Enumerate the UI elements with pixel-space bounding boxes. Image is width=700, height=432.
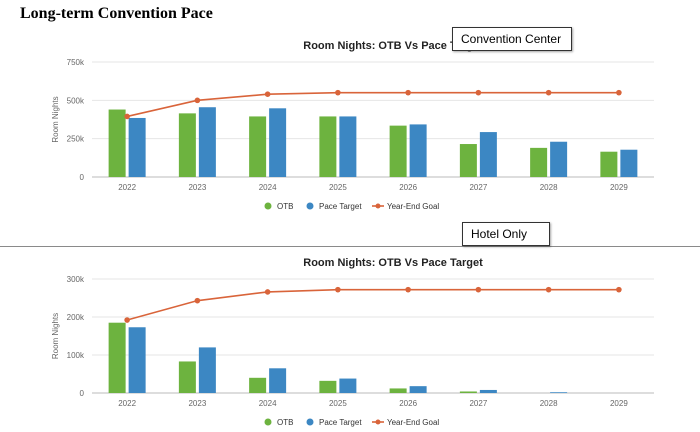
y-tick-label: 0 — [80, 389, 85, 398]
legend-label: OTB — [277, 202, 293, 211]
point-year-end-goal — [124, 317, 130, 323]
point-year-end-goal — [335, 286, 341, 293]
bar-otb — [459, 144, 477, 177]
legend-label: Pace Target — [319, 418, 362, 427]
chart-convention-center: Room Nights: OTB Vs Pace Target 0 250k 500k… — [51, 40, 654, 211]
point-year-end-goal — [124, 113, 130, 120]
legend-marker — [306, 418, 314, 426]
callout-hotel-only: Hotel Only — [462, 222, 550, 246]
point-year-end-goal — [264, 91, 271, 97]
bar-otb — [319, 380, 337, 393]
legend-label: OTB — [277, 418, 293, 427]
y-tick-label: 300k — [67, 275, 85, 284]
bar-pace-target — [269, 108, 287, 177]
point-year-end-goal — [616, 89, 622, 96]
y-tick-label: 0 — [80, 173, 85, 182]
x-tick-label: 2025 — [329, 399, 347, 408]
x-tick-label: 2022 — [118, 183, 136, 192]
line-year-end-goal — [126, 91, 619, 118]
bar-pace-target — [128, 327, 146, 393]
y-axis-label: Room Nights — [51, 313, 60, 359]
bar-otb — [389, 125, 407, 177]
x-tick-label: 2025 — [329, 183, 347, 192]
y-tick-label: 500k — [67, 96, 85, 105]
x-tick-label: 2024 — [259, 399, 277, 408]
point-year-end-goal — [475, 286, 482, 293]
bar-otb — [108, 109, 126, 177]
x-tick-label: 2022 — [118, 399, 136, 408]
x-tick-label: 2028 — [540, 399, 558, 408]
page-title: Long-term Convention Pace — [20, 5, 213, 22]
point-year-end-goal — [264, 289, 271, 295]
x-tick-label: 2029 — [610, 399, 628, 408]
bar-otb — [530, 147, 548, 177]
bar-pace-target — [550, 392, 568, 393]
bar-otb — [178, 113, 196, 177]
legend-label: Year-End Goal — [387, 418, 439, 427]
x-tick-label: 2028 — [540, 183, 558, 192]
bar-pace-target — [550, 141, 568, 177]
bar-otb — [600, 151, 618, 177]
legend-marker — [264, 202, 272, 210]
point-year-end-goal — [194, 297, 201, 304]
legend-marker — [375, 419, 381, 425]
point-year-end-goal — [545, 89, 552, 96]
bar-pace-target — [479, 132, 497, 177]
bar-otb — [319, 116, 337, 177]
x-tick-label: 2026 — [399, 183, 417, 192]
point-year-end-goal — [405, 89, 411, 96]
y-tick-label: 250k — [67, 135, 85, 144]
chart-title: Room Nights: OTB Vs Pace Target — [303, 40, 483, 52]
y-tick-label: 200k — [67, 313, 85, 322]
x-tick-label: 2024 — [259, 183, 277, 192]
line-year-end-goal — [126, 288, 619, 321]
bar-pace-target — [269, 368, 287, 393]
point-year-end-goal — [405, 286, 411, 293]
y-tick-label: 750k — [67, 58, 85, 67]
bar-pace-target — [620, 149, 638, 177]
chart-hotel-only: Room Nights: OTB Vs Pace Target 0 100k 200k… — [51, 257, 654, 427]
bar-otb — [249, 116, 267, 177]
point-year-end-goal — [616, 286, 622, 293]
bar-otb — [178, 361, 196, 393]
callout-convention-center: Convention Center — [452, 27, 572, 51]
legend-marker — [375, 203, 381, 209]
point-year-end-goal — [475, 89, 482, 96]
x-tick-label: 2029 — [610, 183, 628, 192]
bar-pace-target — [339, 116, 357, 177]
legend-marker — [306, 202, 314, 210]
bar-otb — [459, 391, 477, 393]
bar-pace-target — [198, 347, 216, 393]
chart-title: Room Nights: OTB Vs Pace Target — [303, 257, 483, 269]
legend-label: Pace Target — [319, 202, 362, 211]
y-tick-label: 100k — [67, 351, 85, 360]
x-tick-label: 2027 — [469, 399, 487, 408]
point-year-end-goal — [335, 89, 341, 96]
bar-pace-target — [479, 389, 497, 393]
bar-pace-target — [409, 124, 427, 177]
bar-otb — [108, 322, 126, 393]
bar-pace-target — [128, 117, 146, 177]
bar-pace-target — [198, 107, 216, 177]
section-divider — [0, 246, 700, 247]
x-tick-label: 2026 — [399, 399, 417, 408]
bar-otb — [389, 388, 407, 393]
x-tick-label: 2027 — [469, 183, 487, 192]
x-tick-label: 2023 — [188, 399, 206, 408]
bar-pace-target — [409, 386, 427, 393]
legend-label: Year-End Goal — [387, 202, 439, 211]
y-axis-label: Room Nights — [51, 96, 60, 142]
x-tick-label: 2023 — [188, 183, 206, 192]
bar-otb — [249, 377, 267, 393]
bar-pace-target — [339, 378, 357, 393]
point-year-end-goal — [194, 97, 201, 104]
point-year-end-goal — [545, 286, 552, 293]
legend-marker — [264, 418, 272, 426]
